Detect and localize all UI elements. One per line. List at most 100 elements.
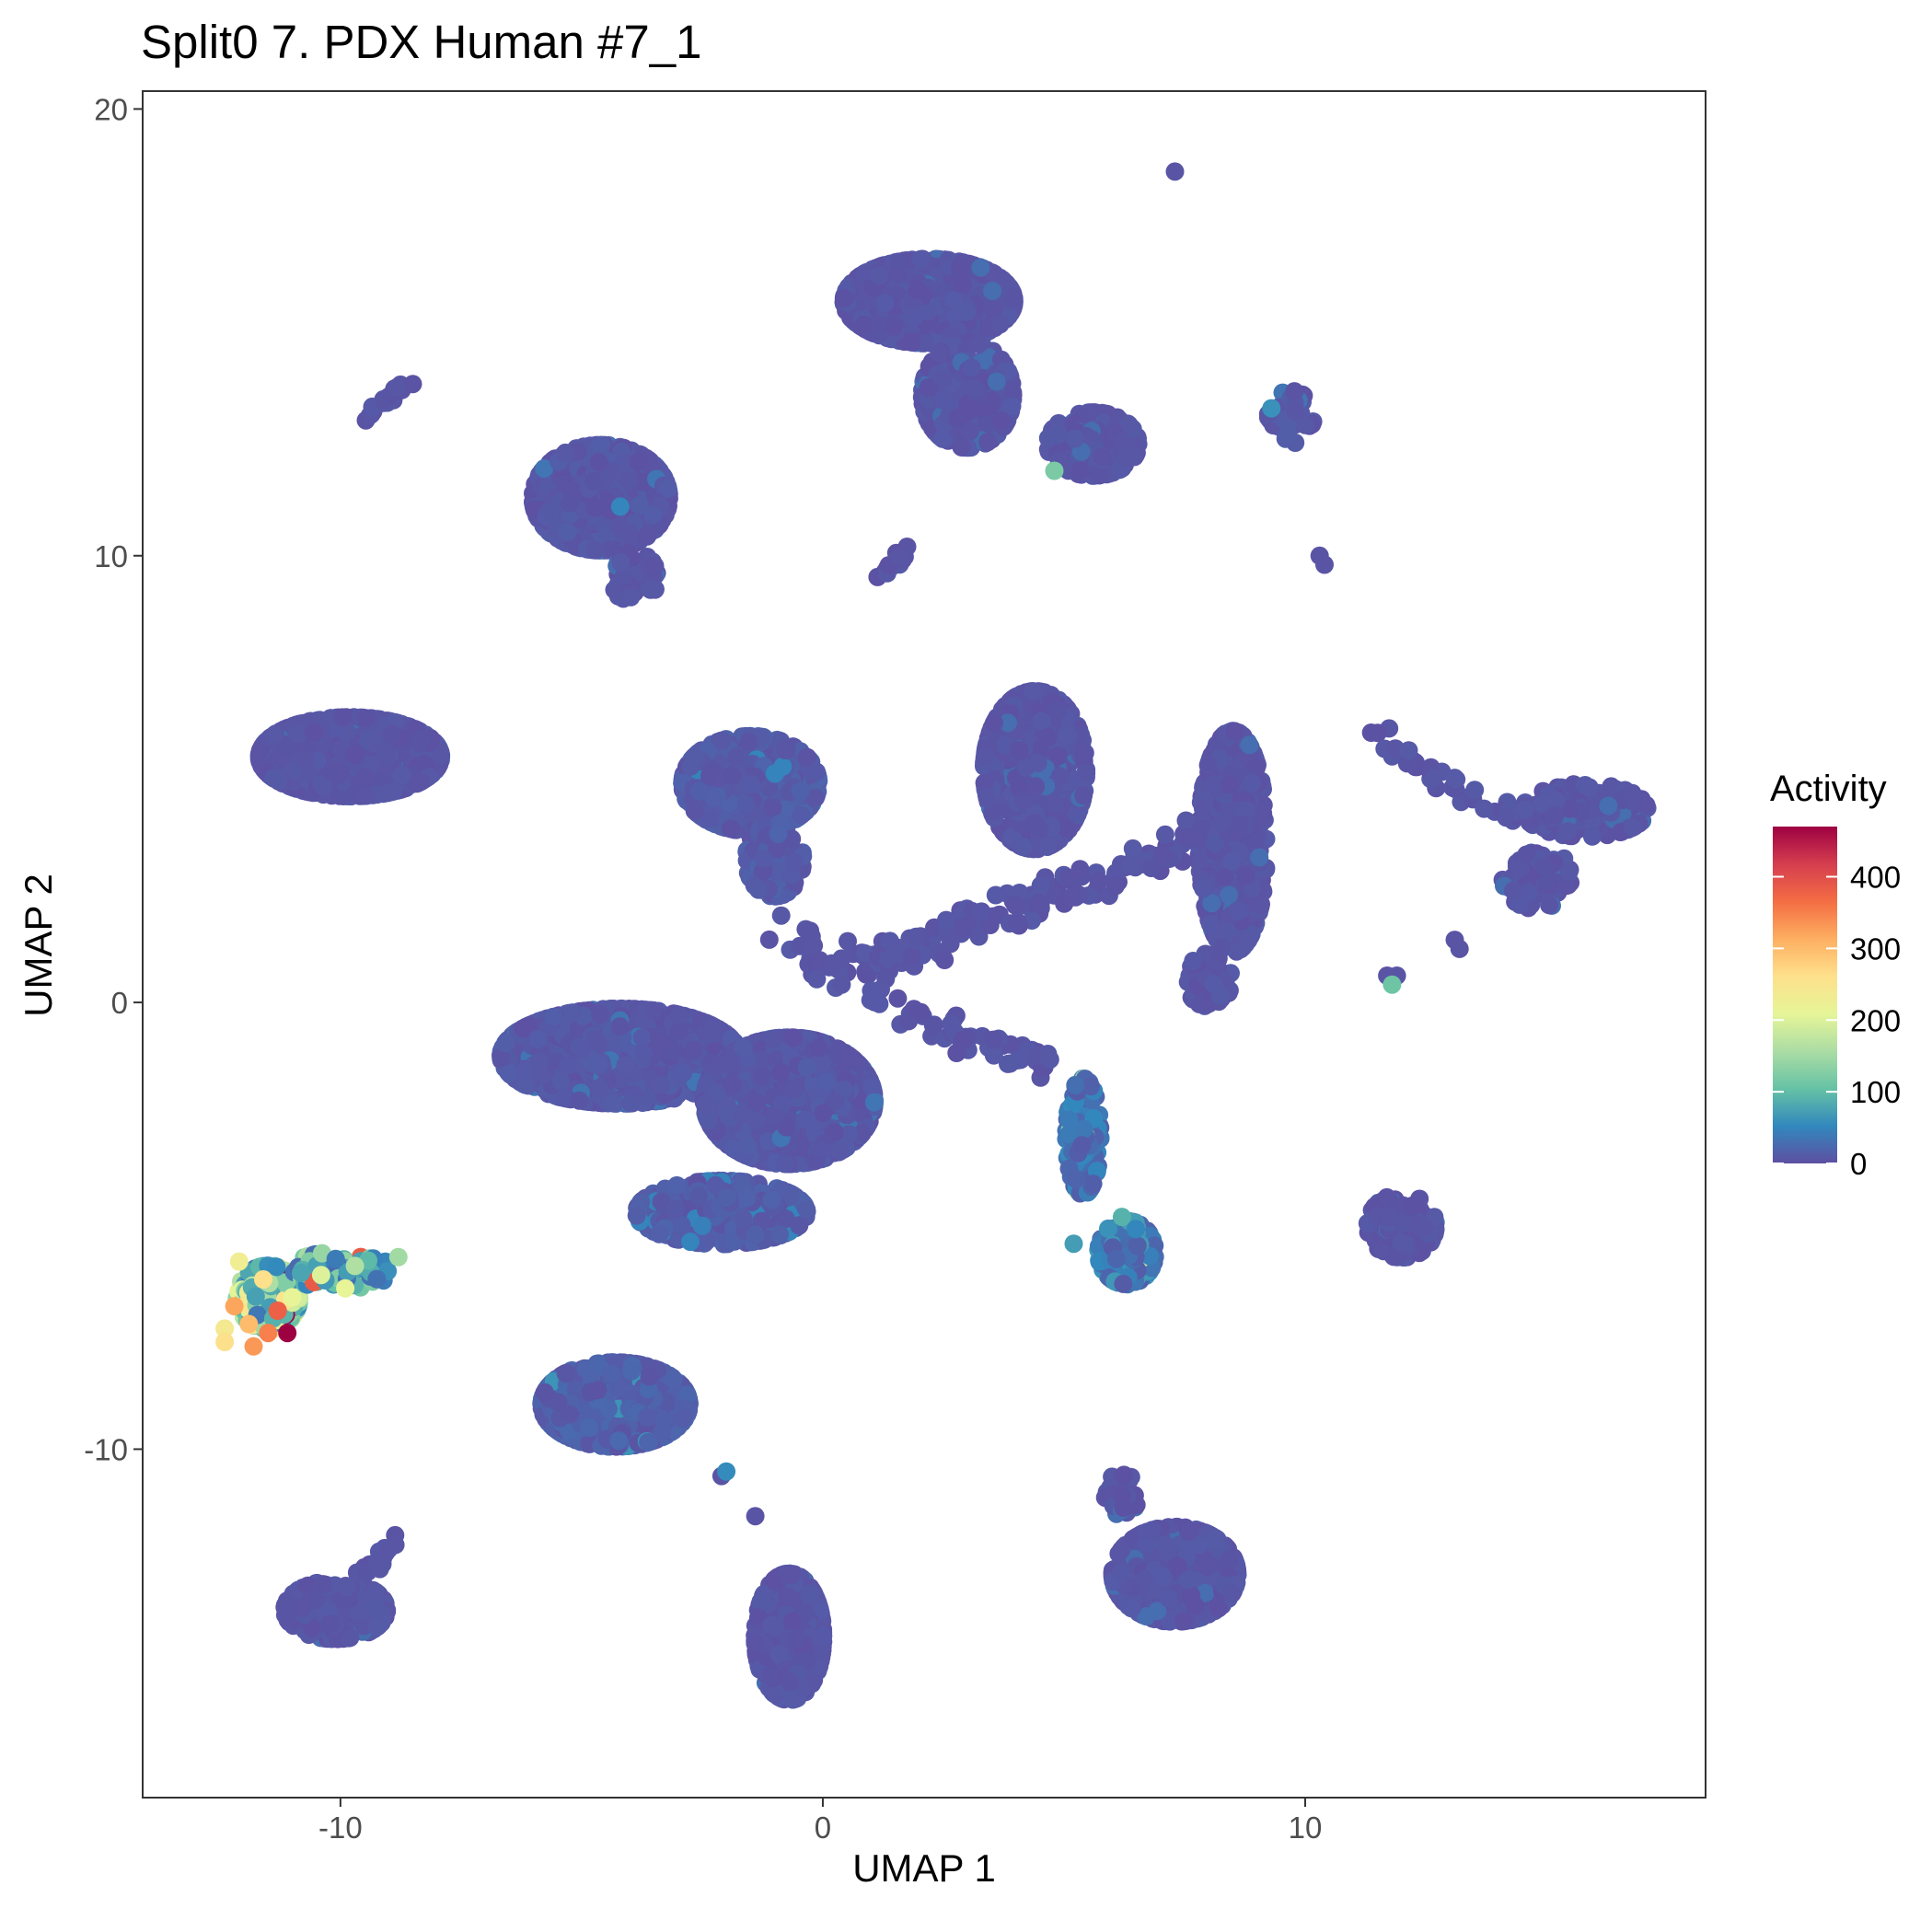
cluster-point: [982, 391, 1001, 411]
cluster-point: [411, 772, 430, 792]
cluster-point: [1024, 814, 1044, 833]
cluster-point: [346, 745, 364, 764]
cluster-point: [358, 786, 377, 805]
cluster-point: [1239, 931, 1257, 950]
cluster-point: [1240, 735, 1259, 755]
cluster-point: [773, 757, 792, 776]
cluster-point: [987, 372, 1006, 391]
cluster-point: [629, 452, 648, 471]
cluster-point: [960, 422, 979, 441]
cluster-point: [611, 553, 631, 572]
cluster-point: [1014, 792, 1034, 811]
cluster-point: [592, 435, 610, 455]
cluster-point: [791, 781, 810, 801]
cluster-point: [1010, 740, 1029, 759]
cluster-point: [885, 317, 903, 336]
cluster-point: [1250, 848, 1269, 867]
cluster-point: [739, 733, 758, 752]
cluster-point: [991, 411, 1011, 430]
cluster-point: [990, 315, 1010, 334]
cluster-point: [792, 805, 811, 825]
cluster-point: [950, 257, 969, 276]
cluster-point: [985, 713, 1003, 733]
cluster-point: [1278, 424, 1297, 444]
cluster-point: [1285, 382, 1304, 401]
cluster-point: [978, 788, 997, 807]
cluster-point: [932, 429, 952, 448]
cluster-point: [971, 258, 990, 277]
cluster-point: [1074, 786, 1093, 805]
cluster-point: [948, 408, 967, 427]
cluster-point: [356, 709, 376, 728]
cluster-point: [932, 370, 952, 389]
cluster-point: [1119, 415, 1139, 434]
chart-title: Split0 7. PDX Human #7_1: [141, 16, 702, 68]
cluster-point: [930, 344, 949, 363]
cluster-point: [621, 587, 641, 607]
cluster-point: [1013, 838, 1033, 857]
cluster-point: [641, 580, 660, 599]
cluster-point: [870, 266, 889, 285]
cluster-point: [1230, 815, 1249, 834]
cluster-point: [619, 471, 639, 491]
cluster-point: [1093, 447, 1112, 467]
cluster-point: [700, 766, 719, 785]
cluster-point: [689, 781, 709, 801]
cluster-point: [1286, 401, 1305, 421]
cluster-point: [1200, 914, 1220, 933]
cluster-point: [330, 764, 349, 783]
cluster-point: [962, 358, 981, 377]
cluster-point: [888, 252, 908, 272]
cluster-point: [432, 746, 451, 765]
cluster-point: [911, 249, 931, 269]
cluster-point: [304, 723, 323, 742]
cluster-point: [1002, 397, 1022, 416]
cluster-point: [966, 379, 986, 399]
cluster-point: [901, 332, 920, 352]
cluster-point: [584, 471, 604, 491]
cluster-point: [1116, 447, 1135, 467]
cluster-point: [1088, 464, 1107, 482]
cluster-point: [1113, 433, 1132, 452]
cluster-point: [908, 281, 927, 300]
cluster-point: [969, 334, 989, 353]
cluster-point: [1243, 773, 1261, 792]
cluster-point: [776, 741, 794, 759]
cluster-point: [834, 289, 853, 308]
cluster-point: [978, 433, 998, 452]
data-points: [215, 162, 1657, 1709]
cluster-point: [1026, 777, 1046, 796]
cluster-point: [392, 766, 411, 785]
cluster-point: [586, 498, 606, 517]
cluster-point: [700, 809, 720, 828]
cluster-point: [854, 315, 873, 334]
cluster-point: [314, 778, 333, 796]
cluster-point: [975, 748, 994, 768]
cluster-point: [558, 523, 577, 542]
cluster-point: [1221, 775, 1240, 794]
cluster-point: [1073, 744, 1093, 763]
cluster-point: [1225, 722, 1244, 741]
cluster-point: [741, 775, 760, 794]
cluster-point: [1047, 700, 1067, 720]
cluster-point: [1038, 429, 1058, 448]
cluster-point: [1037, 838, 1057, 856]
cluster-point: [1024, 682, 1043, 700]
cluster-point: [589, 453, 608, 472]
cluster-point: [807, 762, 827, 781]
cluster-point: [355, 768, 375, 787]
cluster-point: [638, 526, 656, 546]
cluster-point: [643, 505, 663, 525]
cluster-point: [1004, 288, 1024, 307]
cluster-point: [875, 294, 895, 313]
cluster-point: [685, 801, 704, 820]
cluster-point: [712, 731, 732, 750]
cluster-point: [984, 299, 1003, 318]
cluster-point: [376, 741, 395, 760]
cluster-point: [855, 265, 874, 284]
cluster-point: [784, 852, 804, 872]
cluster-point: [944, 291, 964, 309]
cluster-point: [264, 769, 283, 788]
cluster-point: [1194, 799, 1212, 818]
cluster-point: [1016, 758, 1035, 777]
